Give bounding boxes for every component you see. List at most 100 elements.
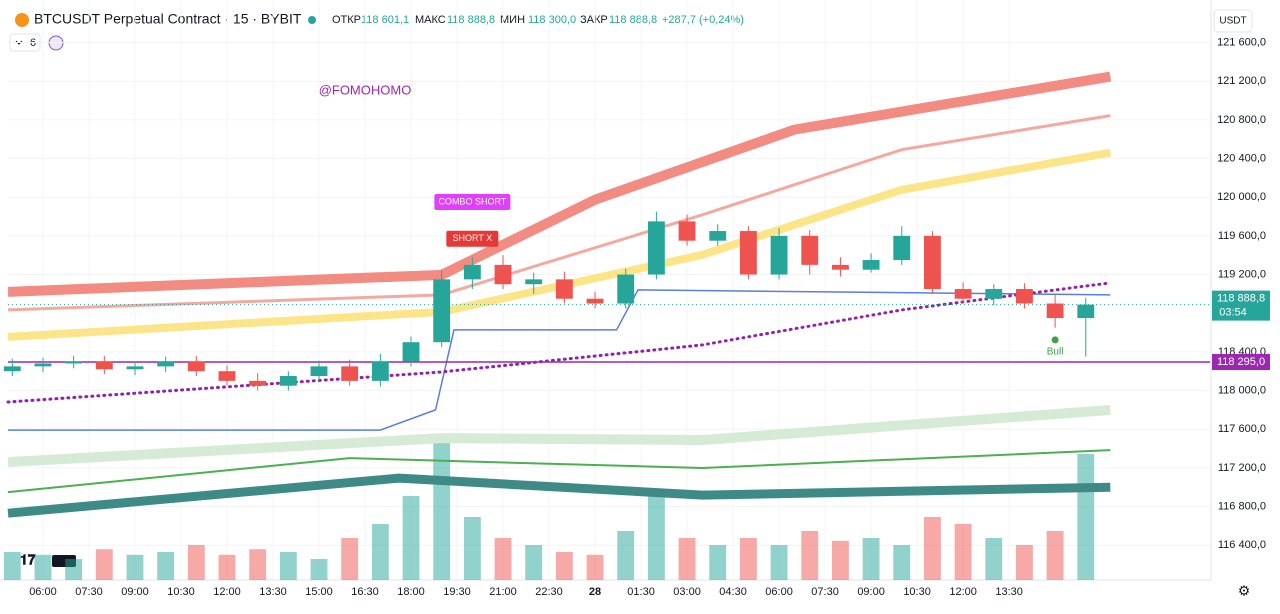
candle-body [1016,289,1033,304]
candle-body [801,235,819,265]
x-tick-label: 10:30 [903,586,931,598]
x-tick-label: 12:00 [949,586,977,598]
candle-body [739,231,757,275]
currency: USDT [1219,16,1246,27]
signal-label: COMBO SHORT [438,196,506,206]
ohlc-value: 118 601,1 [361,14,409,26]
candle-body [831,264,849,270]
volume-bar [402,496,420,580]
y-tick-label: 116 400,0 [1218,539,1266,551]
candle-body [157,361,175,367]
candle-body [34,363,52,367]
candle-body [187,361,205,372]
ohlc-value: 118 888,8 [447,14,495,26]
x-tick-label: 06:00 [29,586,57,598]
signal-label: Bull [1047,347,1064,358]
settings-icon[interactable]: ⚙ [1238,583,1251,599]
level-label: 118 295,0 [1217,356,1265,368]
volume-bar [739,538,757,580]
volume-bar [770,545,788,580]
volume-bar [893,545,911,580]
ohlc-label: МИН [500,14,525,26]
indicator-line [7,148,1112,341]
volume-bar [371,524,389,580]
indicator-line [8,289,1111,431]
volume-bar [341,538,359,580]
x-tick-label: 13:30 [259,586,287,598]
volume-bar [65,559,83,580]
candle-body [1046,303,1064,319]
x-tick-label: 06:00 [765,586,793,598]
indicator-line [7,404,1111,468]
volume-bar [923,517,941,580]
x-tick-label: 04:30 [719,586,747,598]
x-tick-label: 10:30 [167,586,195,598]
candle-body [249,380,267,386]
x-tick-label: 22:30 [535,586,563,598]
ohlc-value: 118 888,8 [609,14,657,26]
volume-bar [985,538,1003,580]
candle-body [371,361,389,381]
x-tick-label: 03:00 [673,586,701,598]
volume-bar [586,554,604,580]
volume-bar [249,549,267,580]
volume-bar [525,545,543,580]
x-tick-label: 12:00 [213,586,241,598]
candle-body [1077,304,1095,319]
chevron [15,40,23,45]
volume-bar [463,517,481,580]
candle-body [463,264,481,280]
volume-bar [954,524,972,580]
volume-bar [3,552,21,580]
candle-body [923,235,941,290]
volume-bar [647,496,665,580]
volume-bar [709,545,727,580]
candle-body [647,221,665,275]
coin-icon [15,13,29,27]
volume-bar [555,552,573,580]
volume-bar [34,554,52,580]
volume-bar [801,531,819,580]
ohlc-label: ЗАКР [580,14,608,26]
candle-body [402,342,420,362]
candle-body [770,235,788,275]
candle-body [586,298,604,304]
candle-body [3,366,21,372]
ohlc-label: ОТКР [332,14,361,26]
y-tick-label: 117 600,0 [1218,423,1266,435]
candle-body [433,279,451,343]
level-badge [1212,354,1270,371]
candle-body [65,361,83,364]
x-tick-label: 09:00 [857,586,885,598]
y-tick-label: 119 200,0 [1218,268,1266,280]
volume-bar [1016,545,1033,580]
y-tick-label: 121 600,0 [1217,36,1266,48]
signal-badge [446,230,499,247]
y-tick-label: 119 600,0 [1218,230,1266,242]
y-tick-label: 120 400,0 [1217,152,1266,164]
candle-body [95,361,113,370]
candle-body [709,231,727,241]
y-tick-label: 116 800,0 [1218,500,1266,512]
plot-area [3,0,1210,580]
volume-bar [494,538,512,580]
volume-bar [187,545,205,580]
x-tick-label: 07:30 [75,586,103,598]
ohlc-label: МАКС [415,14,446,26]
x-tick-label: 21:00 [489,586,517,598]
candle-body [617,274,635,304]
watermark: @FOMOHOMO [319,82,412,97]
candle-body [525,279,543,285]
y-tick-label: 121 200,0 [1217,75,1266,87]
candle-body [310,366,328,377]
volume-bar [862,538,880,580]
x-tick-label: 09:00 [121,586,149,598]
symbol: BTCUSDT Perpetual Contract · 15 · BYBIT [34,11,302,27]
currency-button[interactable] [1213,9,1253,33]
candle-body [678,221,696,241]
volume-bar [218,554,236,580]
logo-mark: 𝟏𝟕 [20,552,36,568]
volume-bar [831,540,849,580]
last-price-badge [1212,290,1270,321]
